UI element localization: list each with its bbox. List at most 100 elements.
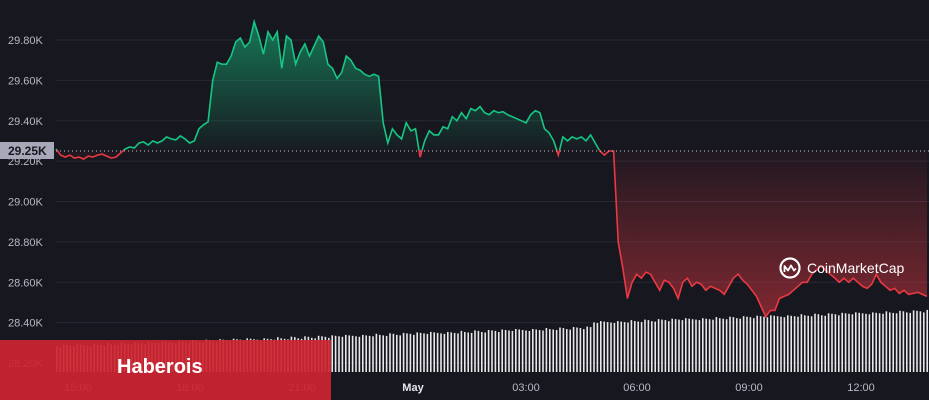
volume-bar (793, 316, 796, 372)
volume-bar (719, 318, 721, 372)
y-tick-label: 28.40K (8, 318, 44, 330)
volume-bar (858, 312, 860, 372)
volume-bar (773, 315, 775, 372)
volume-bar (538, 330, 541, 372)
volume-bar (606, 322, 609, 372)
volume-bar (902, 311, 905, 372)
x-tick-label: 03:00 (512, 382, 540, 394)
volume-bar (810, 316, 813, 372)
volume-bar (926, 309, 928, 372)
volume-bar (817, 314, 820, 372)
volume-bar (487, 330, 490, 372)
volume-bar (331, 335, 333, 372)
volume-bar (753, 318, 755, 372)
volume-bar (341, 336, 344, 372)
volume-bar (814, 313, 816, 372)
volume-bar (882, 313, 884, 372)
volume-bar (797, 316, 799, 372)
volume-bar (365, 335, 367, 372)
volume-bar (756, 315, 758, 372)
volume-bar (532, 329, 534, 372)
volume-bar (827, 313, 830, 372)
volume-bar (358, 336, 361, 372)
volume-bar (402, 332, 405, 372)
volume-bar (790, 315, 792, 372)
volume-bar (348, 335, 350, 372)
volume-bar (511, 330, 514, 372)
volume-bar (562, 328, 565, 372)
volume-bar (525, 330, 527, 372)
volume-bar (555, 330, 558, 372)
volume-bar (824, 315, 826, 372)
x-tick-label: 09:00 (735, 382, 763, 394)
volume-bar (770, 315, 772, 372)
volume-bar (702, 318, 704, 372)
volume-bar (443, 333, 446, 372)
volume-bar (831, 313, 833, 372)
volume-bar (433, 332, 435, 372)
volume-bar (838, 315, 840, 372)
volume-bar (549, 329, 551, 372)
volume-bar (559, 327, 561, 372)
volume-bar (661, 319, 663, 372)
volume-bar (691, 319, 694, 372)
volume-bar (372, 336, 374, 372)
volume-bar (671, 318, 673, 372)
volume-bar (413, 334, 415, 372)
volume-bar (596, 323, 599, 372)
volume-bar (695, 319, 697, 372)
overlay-ribbon-text: Haberois (117, 356, 203, 378)
volume-bar (593, 322, 595, 372)
volume-bar (535, 329, 537, 372)
volume-bar (406, 333, 408, 372)
volume-bar (334, 335, 337, 372)
volume-bar (576, 327, 578, 372)
volume-bar (474, 330, 476, 372)
volume-bar (732, 317, 735, 372)
volume-bar (708, 319, 711, 372)
volume-bar (382, 335, 384, 372)
volume-bar (392, 333, 395, 372)
price-line-down (55, 150, 928, 319)
volume-bar (467, 332, 469, 372)
volume-bar (385, 335, 388, 372)
y-tick-label: 28.80K (8, 237, 44, 249)
volume-bar (521, 330, 524, 372)
volume-bar (355, 336, 357, 372)
volume-bar (651, 321, 653, 372)
volume-bar (872, 312, 874, 372)
volume-bar (389, 333, 391, 372)
volume-bar (419, 332, 422, 372)
x-tick-label: May (402, 382, 424, 394)
volume-bar (637, 321, 639, 372)
y-axis: 28.20K28.40K28.60K28.80K29.00K29.20K29.4… (8, 35, 44, 370)
volume-bar (739, 318, 741, 372)
volume-bar (916, 310, 918, 372)
volume-bar (698, 320, 701, 372)
volume-bar (841, 312, 843, 372)
volume-bar (742, 316, 745, 372)
volume-bar (821, 315, 823, 372)
volume-bar (627, 322, 629, 372)
volume-bar (647, 320, 650, 372)
volume-bar (464, 332, 466, 372)
volume-bar (787, 315, 789, 372)
volume-bar (528, 331, 531, 372)
volume-bar (542, 330, 544, 372)
volume-bar (895, 313, 898, 372)
volume-bar (715, 317, 718, 372)
volume-bar (572, 327, 575, 372)
volume-bar (892, 312, 894, 372)
volume-bar (889, 312, 891, 372)
y-tick-label: 29.20K (8, 156, 44, 168)
volume-bar (807, 315, 809, 372)
volume-bar (477, 330, 480, 372)
volume-bar (416, 332, 418, 372)
volume-bar (620, 321, 622, 372)
x-tick-label: 06:00 (623, 382, 651, 394)
volume-bar (678, 319, 680, 372)
volume-bar (600, 321, 602, 372)
volume-bar (453, 332, 456, 372)
volume-bar (552, 329, 554, 372)
volume-bar (664, 320, 667, 372)
